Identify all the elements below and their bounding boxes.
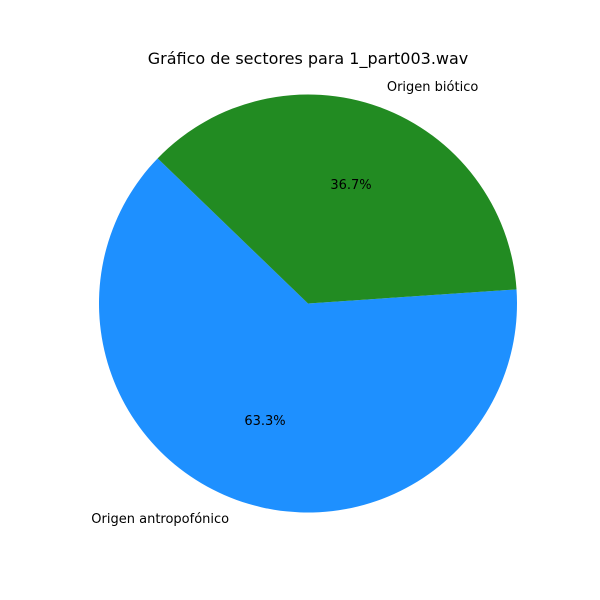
slice-percent-origen-biotico: 36.7%: [330, 178, 371, 193]
slice-percent-origen-antropofonico: 63.3%: [244, 414, 285, 429]
slice-label-origen-antropofonico: Origen antropofónico: [91, 512, 229, 527]
chart-title: Gráfico de sectores para 1_part003.wav: [148, 49, 469, 69]
pie-labels: Origen antropofónico 63.3% Origen biótico 3…: [91, 80, 478, 527]
pie-slice-origen-biotico: [157, 94, 517, 304]
pie-slice-origen-antropofonico: [98, 158, 517, 513]
slice-label-origen-biotico: Origen biótico: [387, 80, 478, 95]
pie-slices: [98, 94, 517, 513]
